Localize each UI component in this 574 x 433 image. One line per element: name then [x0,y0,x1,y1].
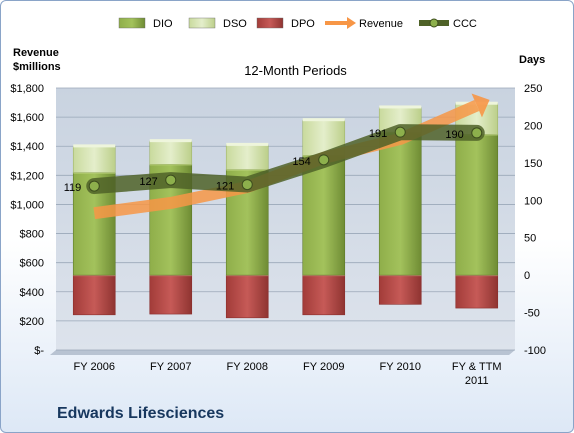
company-name: Edwards Lifesciences [57,405,225,422]
ccc-data-label: 191 [369,128,387,140]
right-tick-label: -100 [524,345,546,357]
ccc-marker [88,180,100,192]
left-tick-label: $1,400 [10,141,44,153]
bar-dpo [149,274,193,315]
legend-label-dso: DSO [223,18,247,30]
right-tick-label: -50 [524,308,540,320]
left-tick-label: $1,800 [10,83,44,95]
right-tick-label: 250 [524,83,542,95]
legend-swatch-dio [118,17,146,29]
ccc-marker [471,127,483,139]
bar-dso-top [226,142,269,146]
ccc-marker [394,126,406,138]
right-axis-title: Days [519,54,545,66]
left-tick-label: $1,600 [10,112,44,124]
bar-dso-top [73,144,116,148]
legend-swatch-revenue-arrow [347,17,356,29]
ccc-line [86,124,485,195]
legend-label-ccc: CCC [453,18,477,30]
bar-dpo [72,274,116,316]
bar-dpo [455,274,499,309]
bar-dio [378,131,422,276]
left-tick-label: $400 [20,287,44,299]
ccc-marker [318,154,330,166]
bar-dpo [225,274,269,319]
legend-label-revenue: Revenue [359,18,403,30]
category-label: FY 2010 [380,361,421,373]
bar-dso-top [379,105,422,109]
category-label: FY & TTM [452,361,502,373]
category-label: FY 2007 [150,361,191,373]
left-tick-label: $1,000 [10,199,44,211]
revenue-arrowhead [471,93,490,118]
ccc-data-label: 190 [445,129,463,141]
left-tick-label: $200 [20,316,44,328]
bar-dso-top [149,139,192,143]
left-tick-label: $- [34,345,44,357]
left-axis-title: $millions [13,61,61,73]
legend-swatch-dso [188,17,216,29]
ccc-marker [165,174,177,186]
right-tick-label: 100 [524,195,542,207]
bar-dso [149,140,193,165]
bar-dpo [302,274,346,316]
plot-floor [50,350,515,355]
left-tick-label: $1,200 [10,170,44,182]
category-label: FY 2008 [227,361,268,373]
legend-label-dio: DIO [153,18,173,30]
category-label: FY 2009 [303,361,344,373]
bar-dso-top [302,118,345,122]
ccc-data-label: 154 [292,156,310,168]
right-tick-label: 50 [524,233,536,245]
ccc-data-label: 119 [64,182,82,194]
legend-swatch-dpo [256,17,284,29]
bar-dio [455,134,499,276]
left-tick-label: $800 [20,229,44,241]
left-tick-label: $600 [20,258,44,270]
chart-title: 12-Month Periods [244,63,347,78]
legend-swatch-ccc-marker [429,18,439,28]
ccc-data-label: 121 [216,181,234,193]
ccc-marker [241,179,253,191]
right-tick-label: 0 [524,270,530,282]
right-tick-label: 150 [524,158,542,170]
category-label: 2011 [465,375,489,387]
ccc-data-label: 127 [139,176,157,188]
bar-dpo [378,274,422,305]
bar-dso [72,146,116,173]
bar-dio [302,155,346,276]
left-axis-title: Revenue [13,47,59,59]
right-tick-label: 200 [524,120,542,132]
category-label: FY 2006 [74,361,115,373]
legend-label-dpo: DPO [291,18,315,30]
bar-dso [225,144,269,170]
